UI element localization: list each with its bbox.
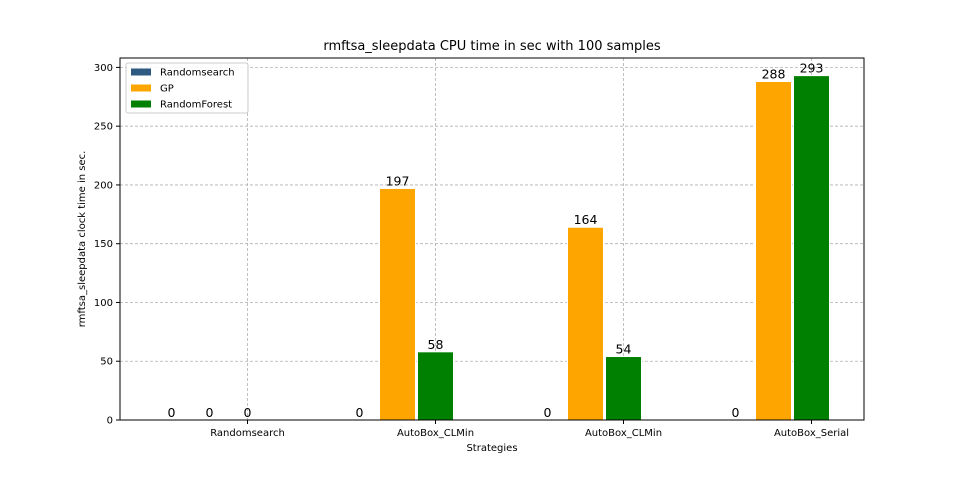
x-axis: Randomsearch AutoBox_CLMin AutoBox_CLMin Au…: [210, 420, 849, 439]
legend: Randomsearch GP RandomForest: [125, 62, 249, 114]
data-label: 58: [428, 337, 444, 352]
x-axis-label: Strategies: [466, 443, 517, 454]
data-label: 0: [732, 405, 740, 420]
bar-gp-3: [755, 81, 792, 421]
legend-swatch: [131, 68, 151, 76]
data-label: 197: [386, 173, 410, 188]
legend-box: [125, 62, 249, 114]
legend-swatch: [131, 84, 151, 92]
y-tick-label: 150: [94, 239, 113, 250]
data-label: 0: [206, 405, 214, 420]
bar-randomforest-2: [605, 356, 642, 421]
x-tick-label: AutoBox_CLMin: [397, 428, 474, 439]
y-tick-label: 0: [107, 416, 113, 427]
y-tick-label: 50: [100, 357, 113, 368]
y-tick-label: 250: [94, 122, 113, 133]
y-axis-label: rmftsa_sleepdata clock time in sec.: [77, 151, 88, 328]
plot-area: [119, 57, 865, 421]
legend-entry: RandomForest: [160, 100, 232, 111]
chart-title: rmftsa_sleepdata CPU time in sec with 10…: [323, 39, 661, 54]
legend-swatch: [131, 100, 151, 108]
legend-entry: Randomsearch: [160, 68, 235, 79]
x-tick-label: AutoBox_CLMin: [585, 428, 662, 439]
bar-gp-2: [567, 226, 604, 421]
data-label: 164: [574, 212, 598, 227]
bar-randomforest-1: [417, 351, 454, 421]
data-label: 288: [762, 67, 786, 82]
x-tick-label: Randomsearch: [210, 428, 285, 439]
legend-entry: GP: [160, 84, 174, 95]
y-tick-label: 100: [94, 298, 113, 309]
data-label: 293: [800, 61, 824, 76]
x-tick-label: AutoBox_Serial: [774, 428, 849, 439]
data-label: 0: [356, 405, 364, 420]
bar-randomforest-3: [793, 75, 830, 421]
data-label: 0: [168, 405, 176, 420]
y-tick-label: 300: [94, 63, 113, 74]
y-axis: 0 50 100 150 200 250 300: [94, 63, 120, 427]
data-label: 0: [544, 405, 552, 420]
bar-gp-1: [379, 187, 416, 421]
grid-lines: [120, 58, 864, 421]
data-labels: 0 0 0 0 197 58 0 164 54 0 288 293: [168, 61, 824, 420]
bars: [379, 75, 830, 421]
data-label: 54: [616, 342, 632, 357]
data-label: 0: [244, 405, 252, 420]
y-tick-label: 200: [94, 180, 113, 191]
